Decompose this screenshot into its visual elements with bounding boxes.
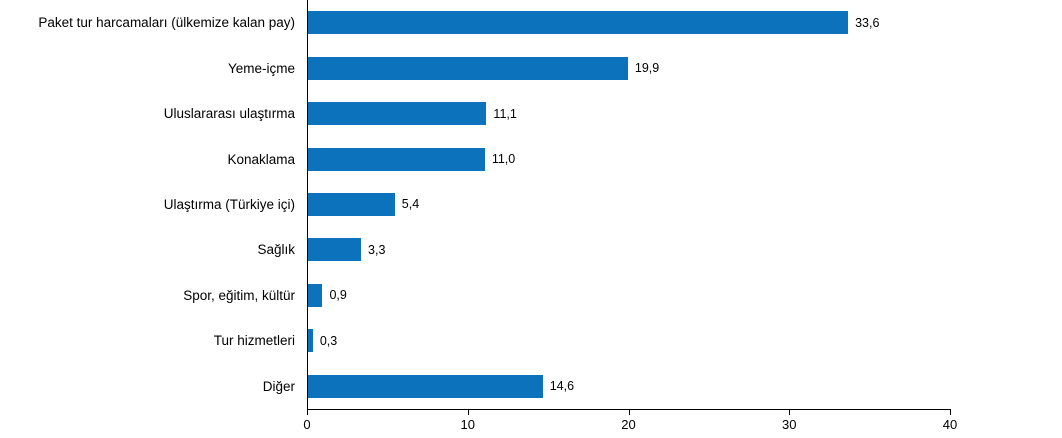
category-label: Konaklama	[227, 151, 295, 167]
category-label: Tur hizmetleri	[213, 333, 295, 349]
value-label: 11,1	[493, 106, 517, 121]
value-label: 11,0	[491, 152, 516, 167]
bar	[308, 11, 849, 35]
chart-row: 5,4	[308, 182, 951, 227]
bar	[308, 238, 362, 262]
chart-row: 11,1	[308, 91, 951, 136]
value-label: 5,4	[401, 197, 420, 212]
chart-row: 14,6	[308, 364, 951, 409]
value-label: 19,9	[634, 61, 660, 76]
chart-row: 0,9	[308, 273, 951, 318]
value-label: 14,6	[549, 379, 575, 394]
x-tick-label: 10	[460, 417, 475, 432]
bar	[308, 283, 323, 307]
category-label: Paket tur harcamaları (ülkemize kalan pa…	[38, 15, 295, 31]
bar	[308, 329, 313, 353]
chart-row: 19,9	[308, 45, 951, 90]
bar	[308, 192, 395, 216]
value-label: 3,3	[368, 242, 386, 257]
x-tick-label: 20	[621, 417, 636, 432]
x-tick-label: 40	[942, 417, 958, 432]
chart-row: 33,6	[308, 0, 951, 45]
chart-row: 0,3	[308, 318, 951, 363]
x-tick-label: 0	[303, 417, 311, 432]
category-label: Uluslararası ulaştırma	[163, 106, 295, 122]
chart-row: 3,3	[308, 227, 951, 272]
chart-row: 11,0	[308, 136, 951, 181]
x-tick-mark	[789, 410, 791, 415]
category-label: Yeme-içme	[227, 60, 295, 76]
x-tick-label: 30	[782, 417, 797, 432]
x-tick-mark	[628, 410, 630, 415]
value-label: 33,6	[855, 15, 880, 30]
value-label: 0,3	[319, 333, 338, 348]
bar	[308, 102, 487, 126]
value-label: 0,9	[329, 288, 347, 303]
x-tick-mark	[307, 410, 308, 415]
x-tick-mark	[950, 410, 951, 415]
plot-area: 33,6 19,9 11,1 11,0 5,4 3,3 0,9 0,3 14,6	[307, 0, 951, 410]
category-label: Diğer	[262, 378, 295, 394]
bar	[308, 56, 628, 80]
x-tick-mark	[467, 410, 469, 415]
category-axis: Paket tur harcamaları (ülkemize kalan pa…	[0, 0, 295, 409]
category-label: Sağlık	[257, 242, 295, 258]
bar	[308, 147, 485, 171]
category-label: Spor, eğitim, kültür	[183, 287, 295, 303]
category-label: Ulaştırma (Türkiye içi)	[163, 196, 295, 212]
bar	[308, 374, 543, 398]
